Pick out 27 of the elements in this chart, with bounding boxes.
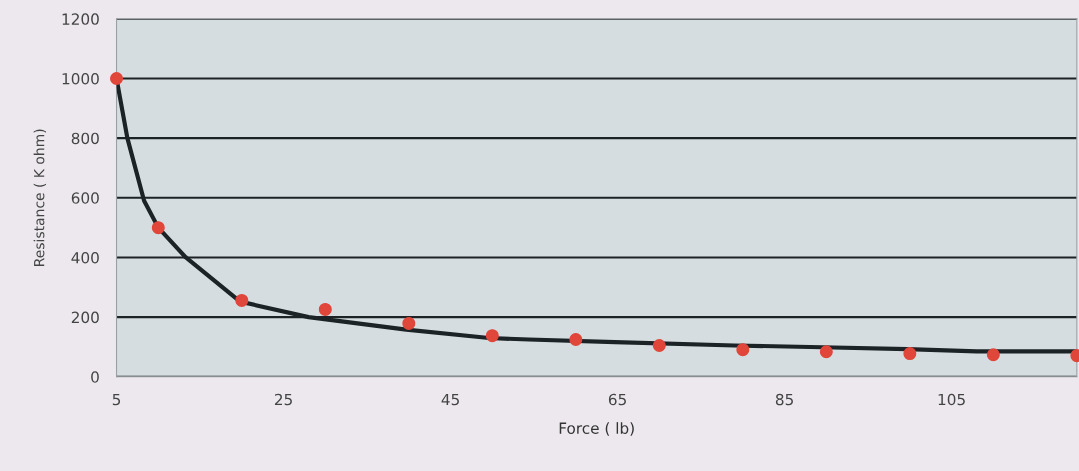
point xyxy=(569,333,583,347)
x-tick-label: 5 xyxy=(112,393,121,406)
x-tick-label: 65 xyxy=(608,393,626,406)
point xyxy=(819,345,833,359)
y-tick-label: 1000 xyxy=(62,72,99,85)
point xyxy=(151,221,165,235)
y-tick-label: 200 xyxy=(71,311,99,324)
point xyxy=(652,338,666,352)
point xyxy=(402,316,416,330)
x-tick-label: 85 xyxy=(775,393,793,406)
y-tick-label: 400 xyxy=(71,251,99,264)
x-tick-label: 25 xyxy=(274,393,292,406)
y-tick-label: 800 xyxy=(71,132,99,145)
point xyxy=(318,302,332,316)
point xyxy=(110,71,124,86)
x-tick-label: 105 xyxy=(938,393,965,406)
point xyxy=(903,347,917,361)
y-tick-label: 1200 xyxy=(62,13,99,25)
point xyxy=(485,329,499,343)
y-axis-title: Resistance ( K ohm) xyxy=(33,129,47,266)
x-tick-label: 45 xyxy=(441,393,459,406)
point xyxy=(736,343,750,357)
point xyxy=(235,293,249,307)
x-axis-title: Force ( lb) xyxy=(559,422,634,436)
y-tick-label: 0 xyxy=(91,371,99,383)
y-tick-label: 600 xyxy=(71,192,99,204)
point xyxy=(986,348,1000,362)
